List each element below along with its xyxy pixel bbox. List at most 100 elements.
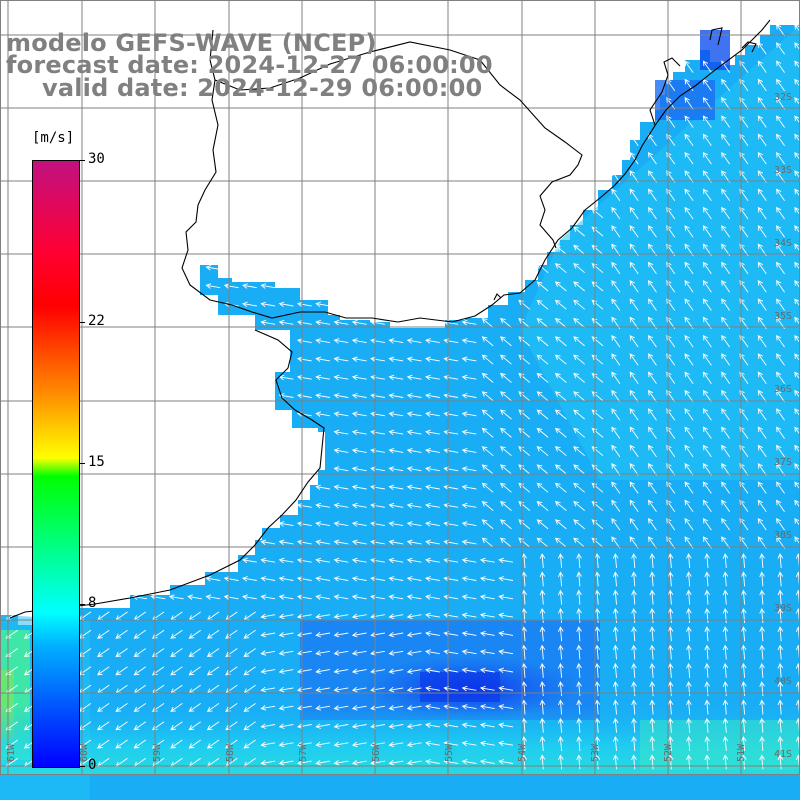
longitude-label: 61W	[6, 743, 17, 762]
wind-arrow	[776, 353, 785, 366]
wind-arrow	[721, 389, 731, 403]
wind-arrow	[649, 662, 656, 678]
wind-arrow	[425, 649, 440, 655]
wind-arrow	[443, 704, 459, 710]
wind-arrow	[776, 97, 785, 110]
wind-arrow	[406, 686, 422, 693]
wind-arrow	[684, 206, 694, 220]
longitude-label: 55W	[444, 743, 455, 762]
wind-arrow	[243, 721, 256, 731]
wind-arrow	[406, 447, 422, 454]
wind-arrow	[667, 571, 674, 587]
wind-arrow	[351, 723, 367, 729]
wind-arrow	[684, 280, 694, 293]
wind-arrow	[702, 389, 712, 403]
wind-arrow	[684, 444, 694, 458]
wind-arrow	[629, 225, 639, 238]
wind-arrow	[721, 188, 731, 201]
wind-arrow	[188, 666, 201, 676]
wind-arrow	[388, 374, 404, 381]
wind-arrow	[594, 699, 601, 715]
wind-arrow	[499, 336, 512, 347]
wind-arrow	[425, 484, 440, 491]
wind-arrow	[667, 681, 674, 697]
wind-arrow	[481, 464, 494, 475]
wind-arrow	[205, 576, 221, 582]
wind-arrow	[296, 741, 312, 748]
wind-arrow	[539, 644, 546, 660]
wind-arrow	[667, 717, 674, 733]
wind-arrow	[647, 188, 657, 201]
wind-arrow	[759, 644, 765, 660]
latitude-label: 33S	[774, 165, 792, 176]
wind-arrow	[554, 500, 567, 511]
wind-arrow	[684, 408, 694, 421]
wind-arrow	[794, 115, 800, 125]
wind-arrow	[539, 717, 546, 733]
wind-arrow	[576, 662, 582, 678]
wind-arrow	[388, 447, 404, 454]
wind-arrow	[388, 576, 404, 582]
wind-arrow	[351, 374, 367, 381]
wind-arrow	[296, 411, 312, 417]
wind-arrow	[370, 650, 385, 656]
wind-arrow	[740, 736, 747, 752]
wind-arrow	[388, 668, 404, 675]
wind-arrow	[499, 482, 512, 493]
wind-arrow	[425, 521, 440, 527]
wind-arrow	[631, 681, 637, 697]
wind-arrow	[461, 576, 477, 582]
wind-arrow	[594, 644, 601, 660]
wind-arrow	[388, 484, 404, 491]
wind-arrow	[260, 631, 276, 638]
wind-arrow	[133, 703, 147, 712]
wind-arrow	[721, 463, 731, 476]
longitude-label: 54W	[517, 743, 528, 762]
wind-arrow	[704, 736, 710, 752]
wind-arrow	[278, 539, 294, 545]
wind-arrow	[776, 23, 785, 37]
wind-arrow	[370, 338, 385, 344]
wind-arrow	[315, 411, 331, 417]
longitude-label: 57W	[298, 743, 309, 762]
wind-arrow	[333, 447, 349, 454]
wind-arrow	[479, 722, 495, 728]
wind-arrow	[260, 301, 276, 308]
colorbar-tick-mark	[79, 463, 85, 464]
wind-arrow	[554, 446, 567, 457]
wind-arrow	[170, 739, 183, 749]
wind-arrow	[479, 759, 495, 765]
wind-arrow	[704, 571, 710, 587]
wind-arrow	[206, 648, 220, 658]
wind-arrow	[667, 662, 674, 678]
wind-arrow	[425, 612, 440, 619]
wind-arrow	[647, 517, 657, 531]
wind-arrow	[443, 411, 459, 417]
wind-arrow	[702, 225, 712, 238]
wind-arrow	[740, 662, 747, 678]
longitude-label: 59W	[152, 743, 163, 762]
wind-arrow	[388, 613, 404, 620]
wind-arrow	[351, 668, 367, 675]
wind-arrow	[443, 576, 459, 582]
wind-arrow	[188, 739, 201, 749]
wind-arrow	[794, 151, 800, 161]
wind-arrow	[278, 576, 294, 582]
wind-arrow	[557, 626, 564, 642]
wind-arrow	[315, 723, 331, 729]
wind-arrow	[370, 686, 385, 693]
wind-arrow	[333, 356, 349, 362]
wind-arrow	[721, 298, 731, 311]
wind-arrow	[406, 613, 422, 620]
wind-arrow	[223, 594, 239, 600]
wind-arrow	[573, 281, 585, 292]
wind-arrow	[557, 589, 564, 605]
wind-arrow	[370, 723, 385, 729]
colorbar-tick-label: 0	[88, 757, 97, 773]
wind-arrow	[443, 447, 459, 454]
wind-arrow	[757, 133, 767, 147]
wind-arrow	[243, 666, 256, 676]
wind-arrow	[704, 553, 710, 569]
wind-arrow	[333, 613, 349, 620]
latitude-label: 37S	[774, 457, 792, 468]
